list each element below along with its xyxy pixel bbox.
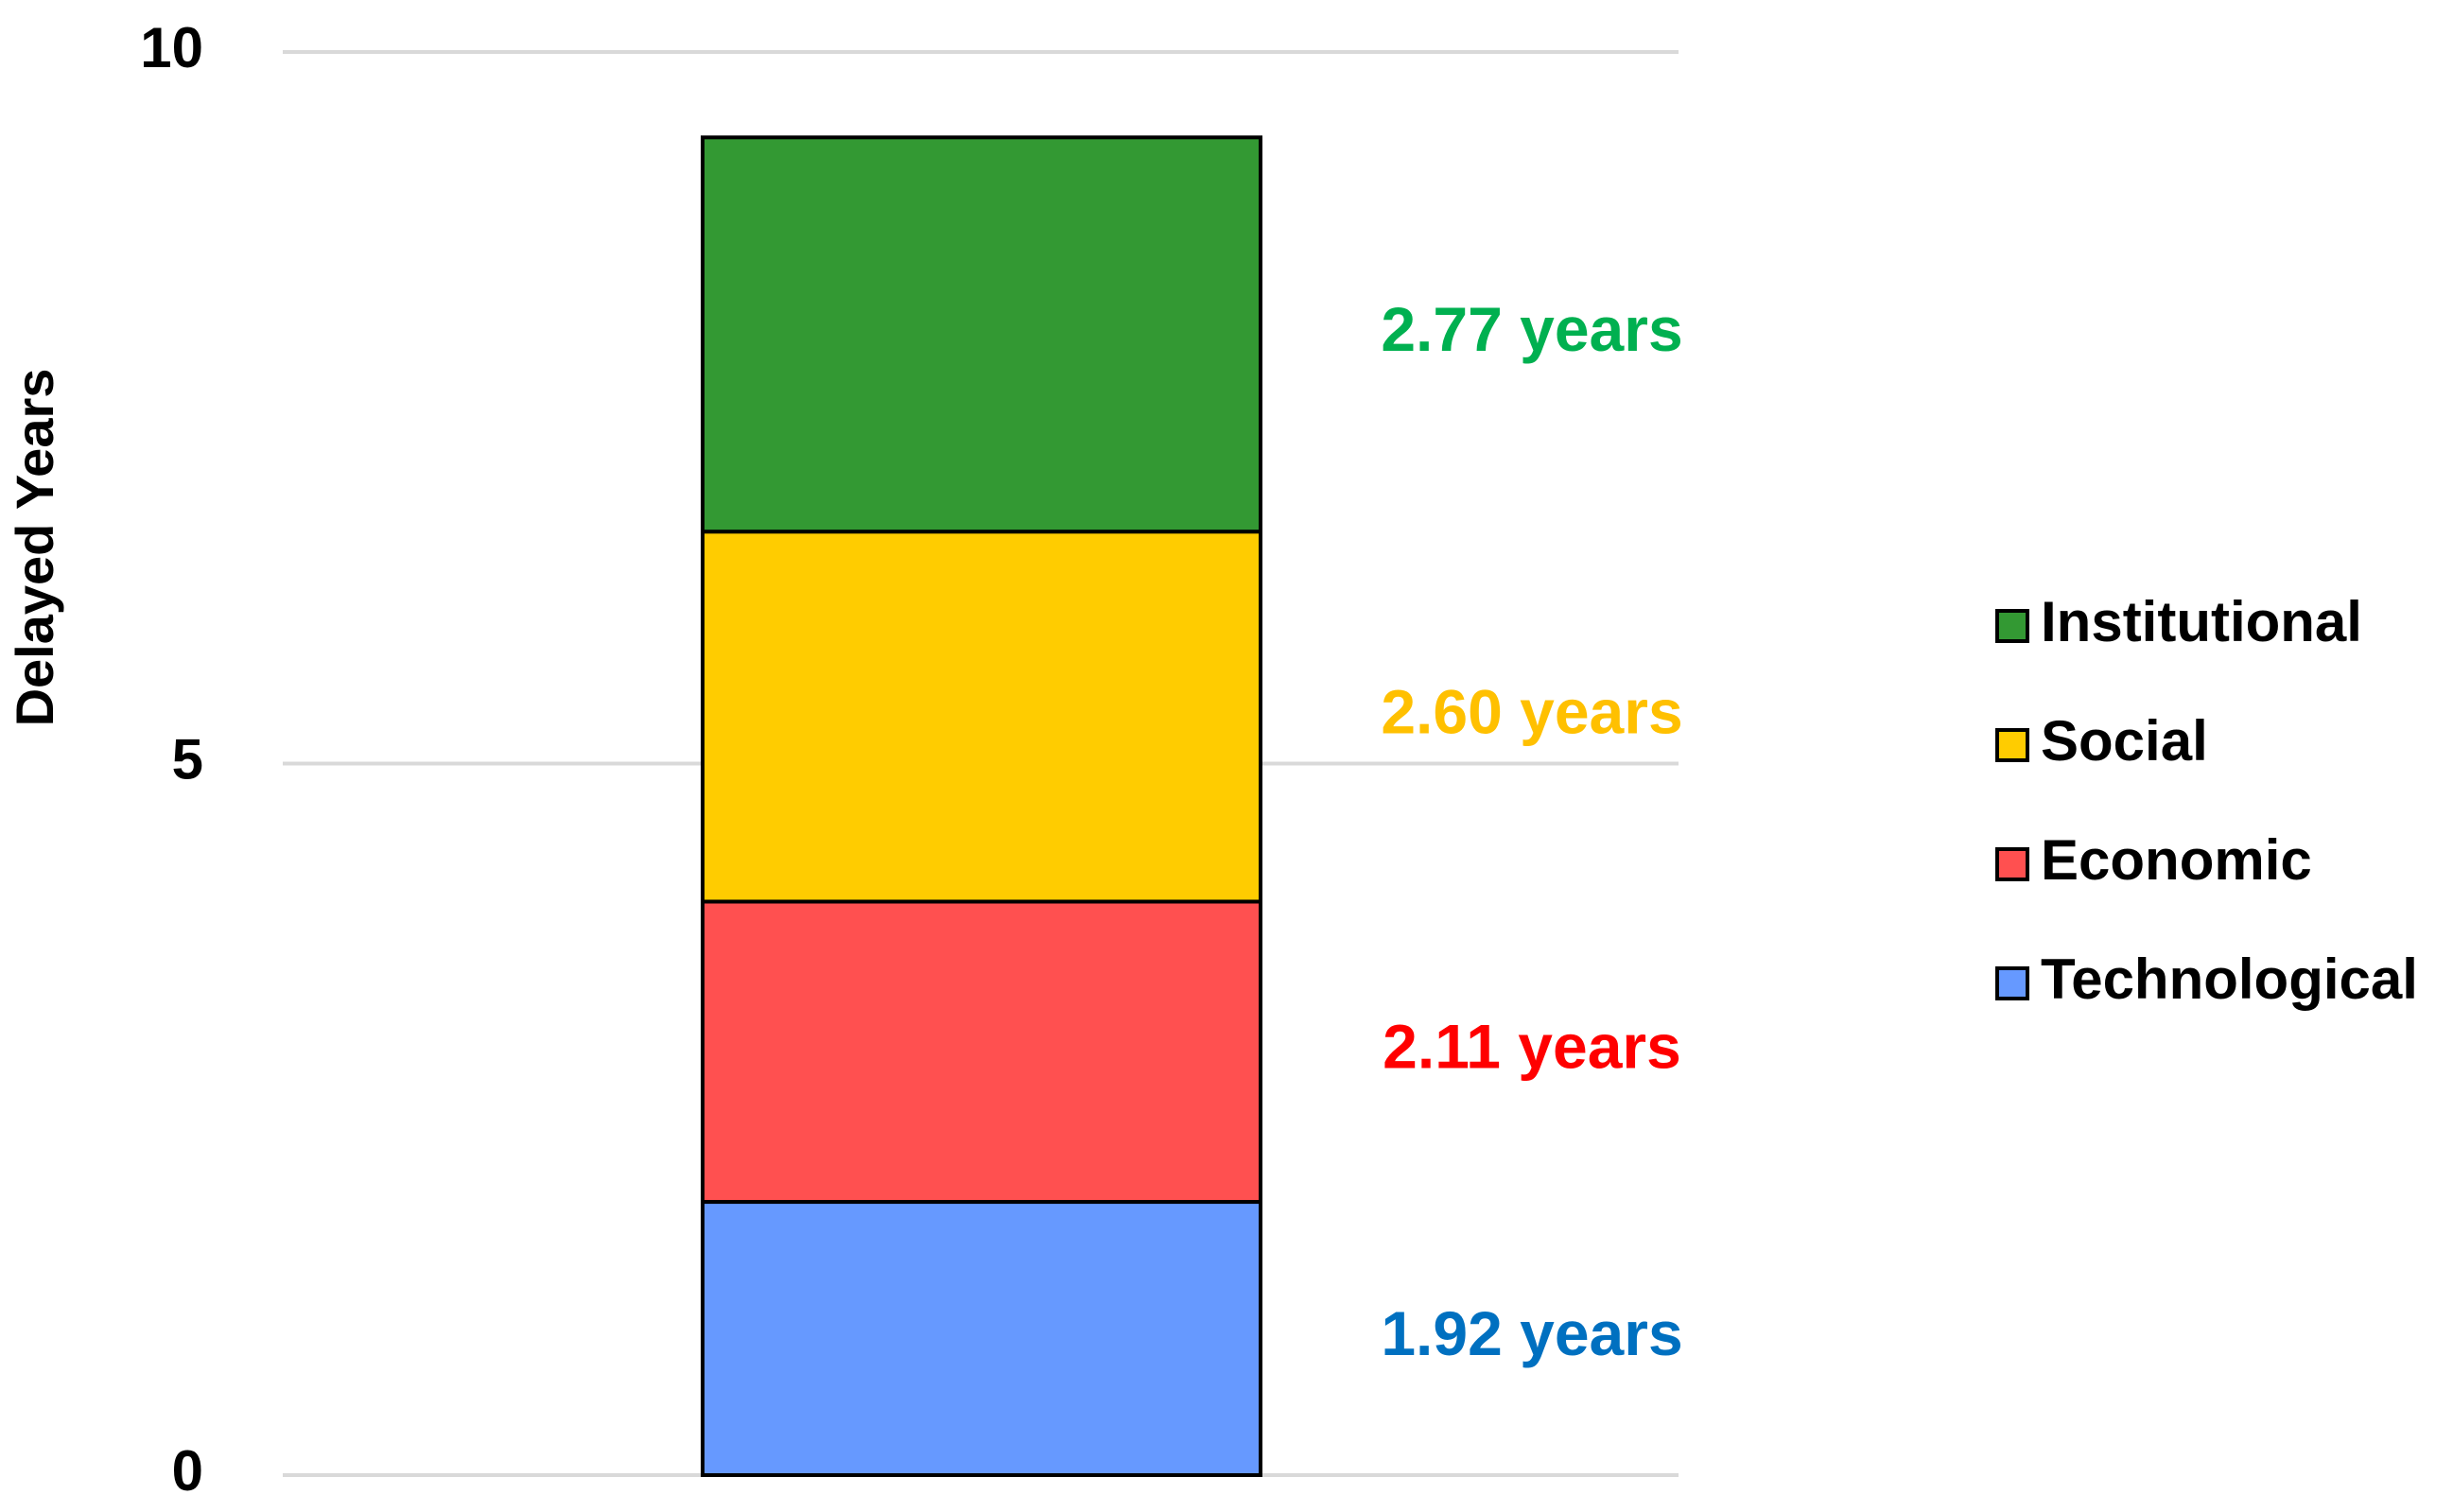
legend-swatch [1995, 966, 2029, 1000]
legend-swatch [1995, 609, 2029, 643]
legend-label: Institutional [2041, 590, 2362, 653]
y-axis-label: Delayed Years [5, 369, 64, 727]
legend-swatch [1995, 728, 2029, 762]
data-label: 1.92 years [1381, 1298, 1682, 1368]
legend-label: Social [2041, 709, 2208, 773]
legend-label: Technological [2041, 947, 2418, 1011]
bar-segment [701, 899, 1262, 1205]
bar-segment [701, 135, 1262, 534]
legend-swatch [1995, 847, 2029, 881]
data-label: 2.11 years [1383, 1012, 1681, 1082]
data-label: 2.77 years [1381, 294, 1682, 364]
bar-segment [701, 1200, 1262, 1478]
bar-segment [701, 530, 1262, 904]
y-tick-label: 5 [172, 727, 203, 791]
legend-label: Economic [2041, 828, 2312, 892]
y-tick-label: 10 [140, 16, 203, 79]
data-label: 2.60 years [1381, 676, 1682, 746]
y-tick-label: 0 [172, 1439, 203, 1503]
